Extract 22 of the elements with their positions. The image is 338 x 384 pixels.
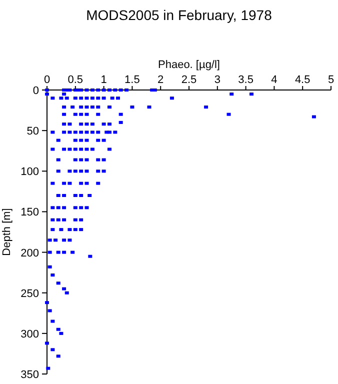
y-tick-label: 350 <box>20 369 39 381</box>
x-tick-label: 1.5 <box>124 74 140 86</box>
x-axis-title: Phaeo. [µg/l] <box>158 59 220 71</box>
x-tick-label: 2.5 <box>181 74 197 86</box>
x-tick-label: 2 <box>158 74 164 86</box>
x-tick-label: 4 <box>271 74 278 86</box>
y-tick-label: 250 <box>20 288 39 300</box>
x-tick-label: 3 <box>214 74 220 86</box>
y-axis-title: Depth [m] <box>1 208 13 256</box>
x-tick-label: 0.5 <box>68 74 84 86</box>
x-tick-label: 4.5 <box>294 74 310 86</box>
y-tick-label: 0 <box>32 85 39 97</box>
y-tick-label: 300 <box>20 328 39 340</box>
y-tick-label: 100 <box>20 166 39 178</box>
x-tick-label: 0 <box>44 74 50 86</box>
x-tick-label: 5 <box>328 74 334 86</box>
x-tick-label: 3.5 <box>238 74 254 86</box>
y-tick-label: 200 <box>20 247 39 260</box>
y-tick-label: 150 <box>20 206 39 219</box>
chart-title: MODS2005 in February, 1978 <box>86 7 272 23</box>
y-tick-label: 50 <box>26 126 39 138</box>
x-tick-label: 1 <box>100 74 107 86</box>
